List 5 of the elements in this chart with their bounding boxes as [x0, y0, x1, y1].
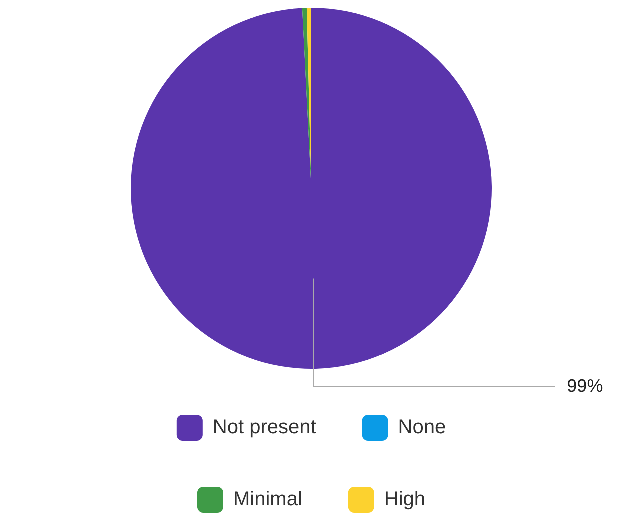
legend-label: Not present [212, 416, 317, 439]
legend-label: Minimal [233, 488, 302, 511]
legend-label: None [398, 416, 446, 439]
legend-label: High [384, 488, 426, 511]
data-label: 99% [567, 376, 604, 396]
